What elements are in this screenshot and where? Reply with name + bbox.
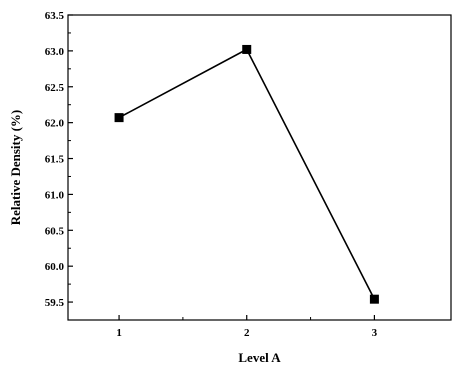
x-tick-label: 2 — [244, 327, 250, 339]
data-point — [242, 44, 252, 54]
series-group — [114, 44, 379, 304]
y-tick-label: 63.0 — [45, 46, 65, 58]
data-point — [114, 113, 124, 123]
y-tick-label: 62.5 — [45, 82, 65, 94]
data-point — [369, 294, 379, 304]
x-axis-title: Level A — [238, 350, 281, 365]
y-tick-label: 60.0 — [45, 261, 65, 273]
y-tick-label: 61.0 — [45, 189, 65, 201]
y-tick-label: 59.5 — [45, 297, 65, 309]
y-tick-label: 62.0 — [45, 118, 65, 130]
y-tick-label: 63.5 — [45, 10, 65, 22]
y-axis: 59.5 60.0 60.5 61.0 61.5 62.0 62.5 63.0 63.5 — [45, 10, 73, 321]
y-tick-label: 61.5 — [45, 154, 65, 166]
x-tick-label: 1 — [116, 327, 122, 339]
plot-frame — [67, 14, 452, 321]
y-axis-title: Relative Density (%) — [8, 110, 23, 226]
x-axis: 1 2 3 — [116, 315, 378, 339]
x-tick-label: 3 — [372, 327, 378, 339]
y-tick-label: 60.5 — [45, 225, 65, 237]
plot-border — [67, 14, 452, 321]
series-line — [118, 48, 376, 300]
